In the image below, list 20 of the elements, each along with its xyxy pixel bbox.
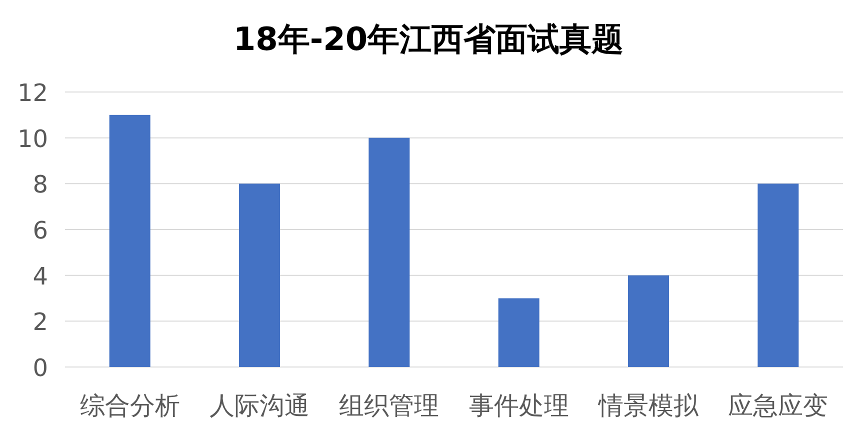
y-tick-label: 0	[32, 354, 48, 382]
x-tick-label: 人际沟通	[210, 391, 310, 420]
y-tick-label: 6	[32, 216, 48, 244]
x-tick-label: 组织管理	[339, 391, 440, 420]
x-tick-label: 应急应变	[728, 391, 828, 420]
bar	[368, 138, 410, 367]
y-tick-label: 4	[32, 262, 48, 290]
bar	[628, 275, 669, 367]
y-tick-label: 12	[17, 79, 48, 107]
chart-title: 18年-20年江西省面试真题	[233, 20, 624, 58]
y-tick-label: 8	[32, 170, 48, 199]
bar	[109, 114, 150, 367]
x-tick-label: 情景模拟	[598, 391, 700, 420]
bar	[498, 298, 540, 367]
x-tick-label: 综合分析	[80, 391, 180, 420]
bar	[239, 184, 280, 367]
y-tick-label: 2	[32, 308, 48, 336]
x-tick-label: 事件处理	[468, 391, 569, 420]
bar	[758, 184, 799, 367]
y-tick-label: 10	[17, 124, 48, 153]
